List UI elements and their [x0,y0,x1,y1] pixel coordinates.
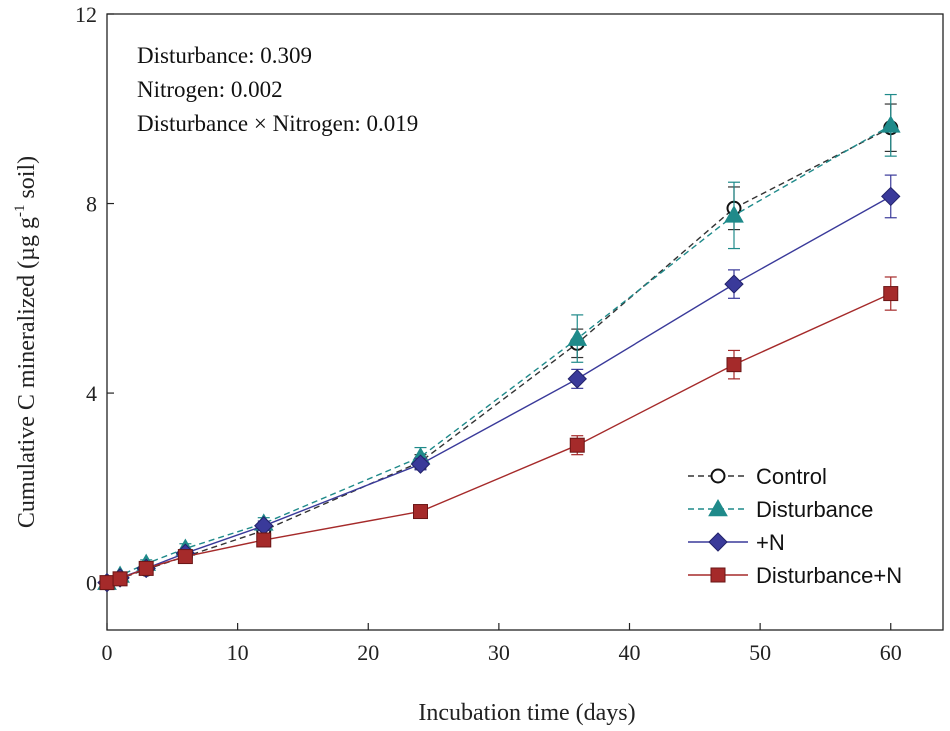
y-axis-title-sup: -1 [12,205,28,218]
point-disturbance-n-2 [138,560,154,576]
x-tick-label-0: 0 [102,640,113,665]
point-disturbance-n-7 [726,357,742,373]
point-disturbance-n-8 [883,286,899,302]
x-tick-label-40: 40 [619,640,641,665]
series-line-disturbance [106,124,892,584]
y-axis-title: Cumulative C mineralized (µg g-1 soil) [12,156,40,528]
legend-label-disturbance-n: Disturbance+N [756,563,902,588]
point-disturbance-n-5 [413,504,428,520]
series-layer [97,93,901,593]
point-disturbance-7 [724,205,744,223]
y-tick-label-0: 0 [86,571,97,596]
legend-label-disturbance: Disturbance [756,497,873,522]
annotation-block: Disturbance: 0.309 Nitrogen: 0.002 Distu… [137,43,418,136]
legend-marker-disturbance [708,498,728,517]
legend-marker-disturbance-n [710,567,726,583]
y-axis-title-main: Cumulative C mineralized (µg g [14,217,40,528]
point-disturbance-n-1 [112,571,128,587]
point-disturbance-n-3 [177,549,193,565]
x-tick-label-10: 10 [227,640,249,665]
point-n-8 [881,186,901,207]
x-tick-label-30: 30 [488,640,510,665]
point-disturbance-n-6 [569,437,585,453]
annotation-nitrogen: Nitrogen: 0.002 [137,77,283,102]
point-disturbance-n-0 [99,575,115,591]
y-axis-title-tail: soil) [14,156,40,205]
axis-ticks: 0 10 20 30 40 50 60 0 4 8 12 [75,2,902,665]
annotation-interaction: Disturbance × Nitrogen: 0.019 [137,111,418,136]
series-disturbance-n [99,276,899,591]
point-n-5 [410,454,431,474]
y-tick-label-8: 8 [86,192,97,217]
x-tick-label-50: 50 [749,640,771,665]
point-disturbance-n-4 [256,532,272,548]
legend-marker-control [710,468,726,484]
x-tick-label-60: 60 [880,640,902,665]
x-tick-label-20: 20 [357,640,379,665]
point-disturbance-6 [567,328,588,346]
y-tick-label-4: 4 [86,381,97,406]
y-tick-label-12: 12 [75,2,97,27]
point-disturbance-8 [880,115,901,133]
x-axis-title: Incubation time (days) [418,700,635,726]
point-n-6 [567,369,587,389]
legend-label-n: +N [756,530,785,555]
point-n-7 [724,274,744,294]
legend-marker-n [708,532,728,552]
series-line-n [106,195,892,584]
plot-frame [106,13,944,631]
legend-label-control: Control [756,464,827,489]
annotation-disturbance: Disturbance: 0.309 [137,43,312,68]
